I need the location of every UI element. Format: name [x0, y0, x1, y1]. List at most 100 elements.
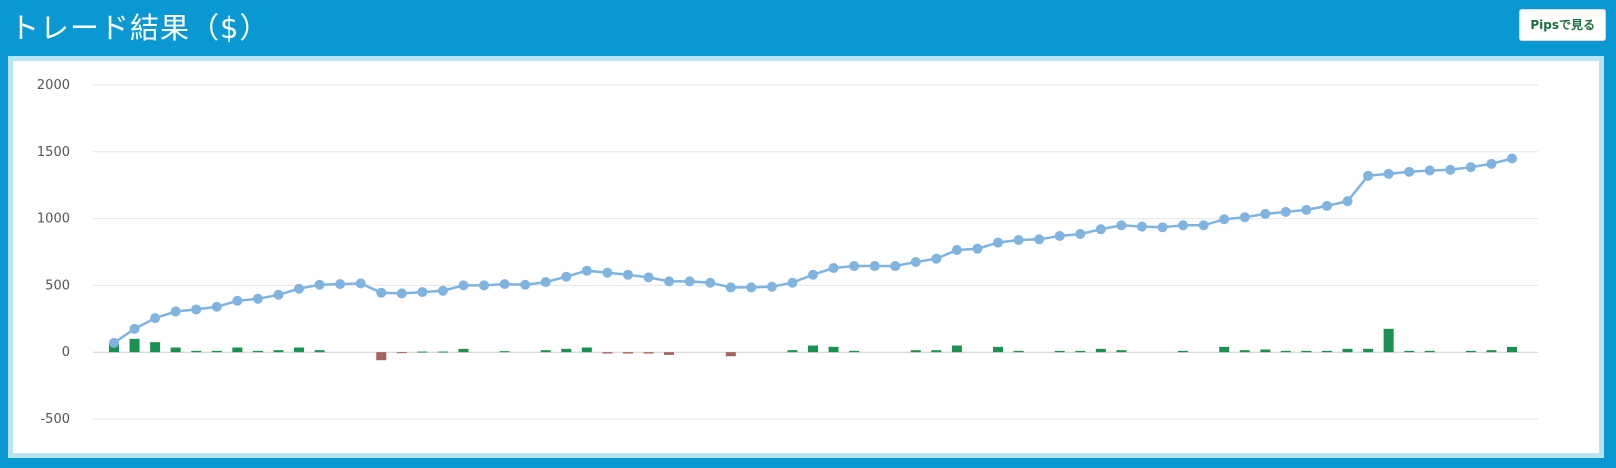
trade-bar[interactable] — [1507, 346, 1517, 353]
cumulative-point[interactable] — [643, 272, 654, 283]
trade-bar[interactable] — [396, 352, 407, 354]
trade-bar[interactable] — [1342, 348, 1353, 353]
trade-bar[interactable] — [1178, 350, 1189, 353]
cumulative-point[interactable] — [1280, 206, 1291, 217]
cumulative-point[interactable] — [746, 282, 757, 293]
cumulative-point[interactable] — [520, 279, 531, 290]
cumulative-point[interactable] — [890, 261, 901, 272]
cumulative-point[interactable] — [1507, 153, 1517, 164]
cumulative-point[interactable] — [150, 313, 161, 324]
trade-bar[interactable] — [211, 350, 222, 353]
cumulative-point[interactable] — [931, 253, 942, 264]
cumulative-point[interactable] — [417, 287, 428, 298]
cumulative-point[interactable] — [1198, 220, 1209, 231]
trade-bar[interactable] — [1095, 348, 1106, 353]
cumulative-point[interactable] — [1157, 222, 1168, 233]
cumulative-point[interactable] — [1054, 230, 1065, 241]
cumulative-point[interactable] — [458, 280, 469, 291]
trade-bar[interactable] — [273, 350, 284, 353]
trade-bar[interactable] — [849, 350, 860, 353]
cumulative-point[interactable] — [972, 243, 983, 254]
trade-bar[interactable] — [602, 352, 613, 354]
trade-bar[interactable] — [232, 347, 243, 353]
trade-bar[interactable] — [643, 352, 654, 354]
cumulative-point[interactable] — [314, 279, 325, 290]
cumulative-point[interactable] — [273, 289, 284, 300]
cumulative-point[interactable] — [1424, 165, 1435, 176]
cumulative-point[interactable] — [540, 277, 551, 288]
trade-bar[interactable] — [458, 348, 469, 353]
cumulative-point[interactable] — [664, 276, 675, 287]
cumulative-point[interactable] — [602, 267, 613, 278]
trade-bar[interactable] — [931, 350, 942, 353]
trade-bar[interactable] — [191, 350, 202, 353]
cumulative-point[interactable] — [561, 271, 572, 282]
cumulative-point[interactable] — [129, 323, 140, 334]
cumulative-point[interactable] — [1342, 196, 1353, 207]
cumulative-point[interactable] — [684, 276, 695, 287]
cumulative-point[interactable] — [396, 288, 407, 299]
trade-bar[interactable] — [808, 345, 818, 353]
cumulative-point[interactable] — [993, 237, 1004, 248]
cumulative-point[interactable] — [294, 283, 305, 294]
cumulative-point[interactable] — [705, 277, 716, 288]
trade-bar[interactable] — [561, 348, 572, 353]
cumulative-point[interactable] — [808, 269, 818, 280]
trade-bar[interactable] — [170, 347, 181, 353]
cumulative-point[interactable] — [1116, 220, 1127, 231]
trade-bar[interactable] — [664, 352, 675, 355]
trade-bar[interactable] — [1383, 328, 1394, 353]
trade-bar[interactable] — [294, 347, 305, 353]
cumulative-point[interactable] — [1445, 164, 1456, 175]
cumulative-point[interactable] — [787, 277, 798, 288]
trade-bar[interactable] — [314, 350, 325, 353]
cumulative-point[interactable] — [828, 263, 839, 274]
view-in-pips-button[interactable]: Pipsで見る — [1519, 9, 1606, 41]
trade-bar[interactable] — [499, 351, 510, 353]
trade-bar[interactable] — [109, 344, 119, 353]
trade-bar[interactable] — [150, 342, 161, 353]
cumulative-point[interactable] — [252, 293, 263, 304]
cumulative-point[interactable] — [1383, 168, 1394, 179]
trade-bar[interactable] — [1280, 350, 1291, 353]
cumulative-point[interactable] — [581, 265, 592, 276]
trade-bar[interactable] — [993, 346, 1004, 353]
cumulative-point[interactable] — [479, 280, 490, 291]
cumulative-point[interactable] — [869, 261, 880, 272]
cumulative-point[interactable] — [1363, 170, 1374, 181]
cumulative-point[interactable] — [1239, 212, 1250, 223]
trade-bar[interactable] — [1404, 350, 1415, 353]
trade-bar[interactable] — [376, 352, 387, 361]
cumulative-point[interactable] — [1034, 234, 1045, 245]
trade-bar[interactable] — [581, 347, 592, 353]
trade-bar[interactable] — [540, 350, 551, 353]
cumulative-point[interactable] — [376, 287, 387, 298]
cumulative-point[interactable] — [1178, 220, 1189, 231]
trade-bar[interactable] — [1321, 350, 1332, 353]
trade-bar[interactable] — [1054, 350, 1065, 353]
cumulative-point[interactable] — [766, 281, 777, 292]
trade-bar[interactable] — [1465, 350, 1476, 353]
cumulative-point[interactable] — [1136, 221, 1147, 232]
trade-bar[interactable] — [1424, 350, 1435, 353]
cumulative-point[interactable] — [1260, 208, 1271, 219]
cumulative-point[interactable] — [1465, 162, 1476, 173]
trade-bar[interactable] — [910, 350, 921, 353]
trade-bar[interactable] — [1260, 349, 1271, 353]
cumulative-point[interactable] — [170, 306, 181, 317]
cumulative-point[interactable] — [725, 282, 736, 293]
cumulative-point[interactable] — [1075, 228, 1086, 239]
cumulative-point[interactable] — [335, 279, 346, 290]
trade-bar[interactable] — [1219, 346, 1230, 353]
trade-bar[interactable] — [1363, 348, 1374, 353]
trade-bar[interactable] — [417, 351, 428, 353]
trade-bar[interactable] — [951, 345, 962, 353]
cumulative-point[interactable] — [191, 304, 202, 315]
cumulative-point[interactable] — [1486, 158, 1497, 169]
trade-bar[interactable] — [622, 352, 633, 354]
cumulative-point[interactable] — [109, 337, 119, 348]
cumulative-point[interactable] — [1301, 204, 1312, 215]
trade-bar[interactable] — [129, 338, 140, 353]
trade-bar[interactable] — [252, 350, 263, 353]
trade-bar[interactable] — [437, 351, 448, 353]
